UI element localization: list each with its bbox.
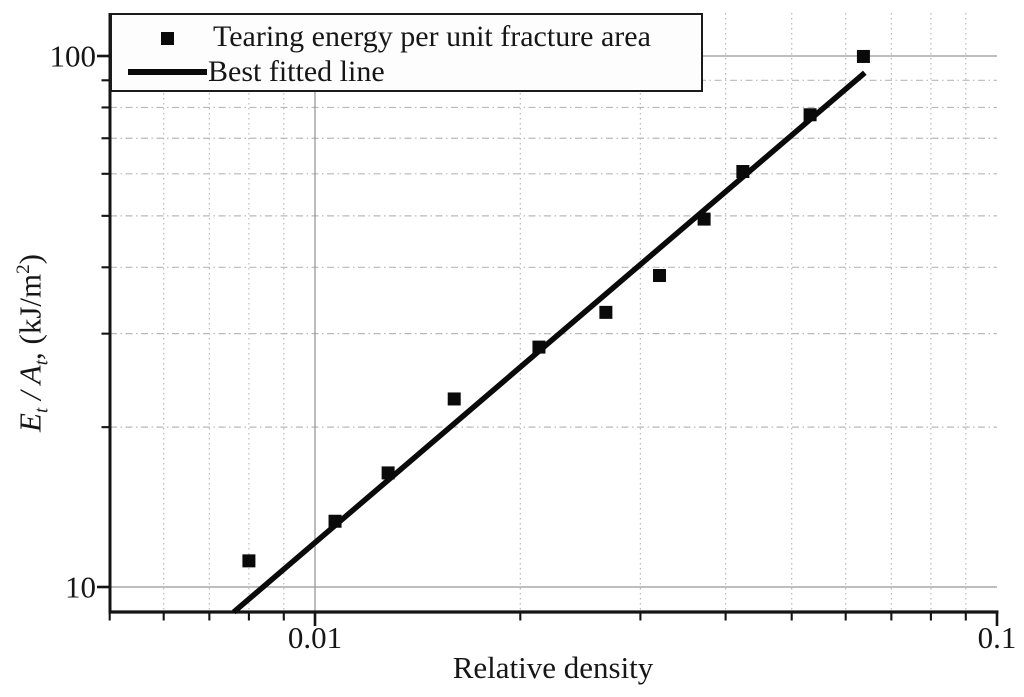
data-point-marker (856, 49, 870, 63)
data-point-marker (381, 466, 395, 480)
x-tick-label: 0.1 (977, 620, 1017, 655)
y-axis-label-part: E (12, 413, 48, 432)
x-axis-label: Relative density (452, 650, 654, 685)
data-point-marker (653, 269, 667, 283)
legend-square-marker-icon (161, 32, 174, 45)
best-fitted-line (231, 70, 867, 615)
y-axis-label-part: 2 (13, 264, 35, 274)
data-point-marker (697, 212, 711, 226)
y-tick-label: 10 (65, 569, 96, 605)
data-point-marker (242, 554, 256, 568)
legend-line-sample-icon (128, 69, 207, 75)
data-point-marker (447, 392, 461, 406)
data-point-marker (532, 340, 546, 354)
x-tick-label: 0.01 (287, 620, 343, 655)
data-point-marker (328, 514, 342, 528)
data-point-marker (736, 165, 750, 179)
y-axis-label-part: t (31, 407, 53, 414)
y-axis-label-part: / (12, 384, 48, 408)
y-axis-label-part: ) (12, 254, 48, 265)
legend: Tearing energy per unit fracture area Be… (110, 13, 703, 92)
y-axis-label-part: t (31, 359, 53, 366)
y-axis-label-part: , (kJ/m (12, 273, 48, 360)
y-axis-label: Et / At, (kJ/m2) (12, 254, 53, 432)
legend-entry-scatter-label: Tearing energy per unit fracture area (213, 20, 651, 53)
y-axis-label-part: A (12, 365, 48, 385)
legend-entry-line-label: Best fitted line (208, 55, 385, 88)
y-tick-label: 100 (49, 38, 97, 74)
data-point-marker (599, 305, 613, 319)
data-point-marker (803, 108, 817, 122)
